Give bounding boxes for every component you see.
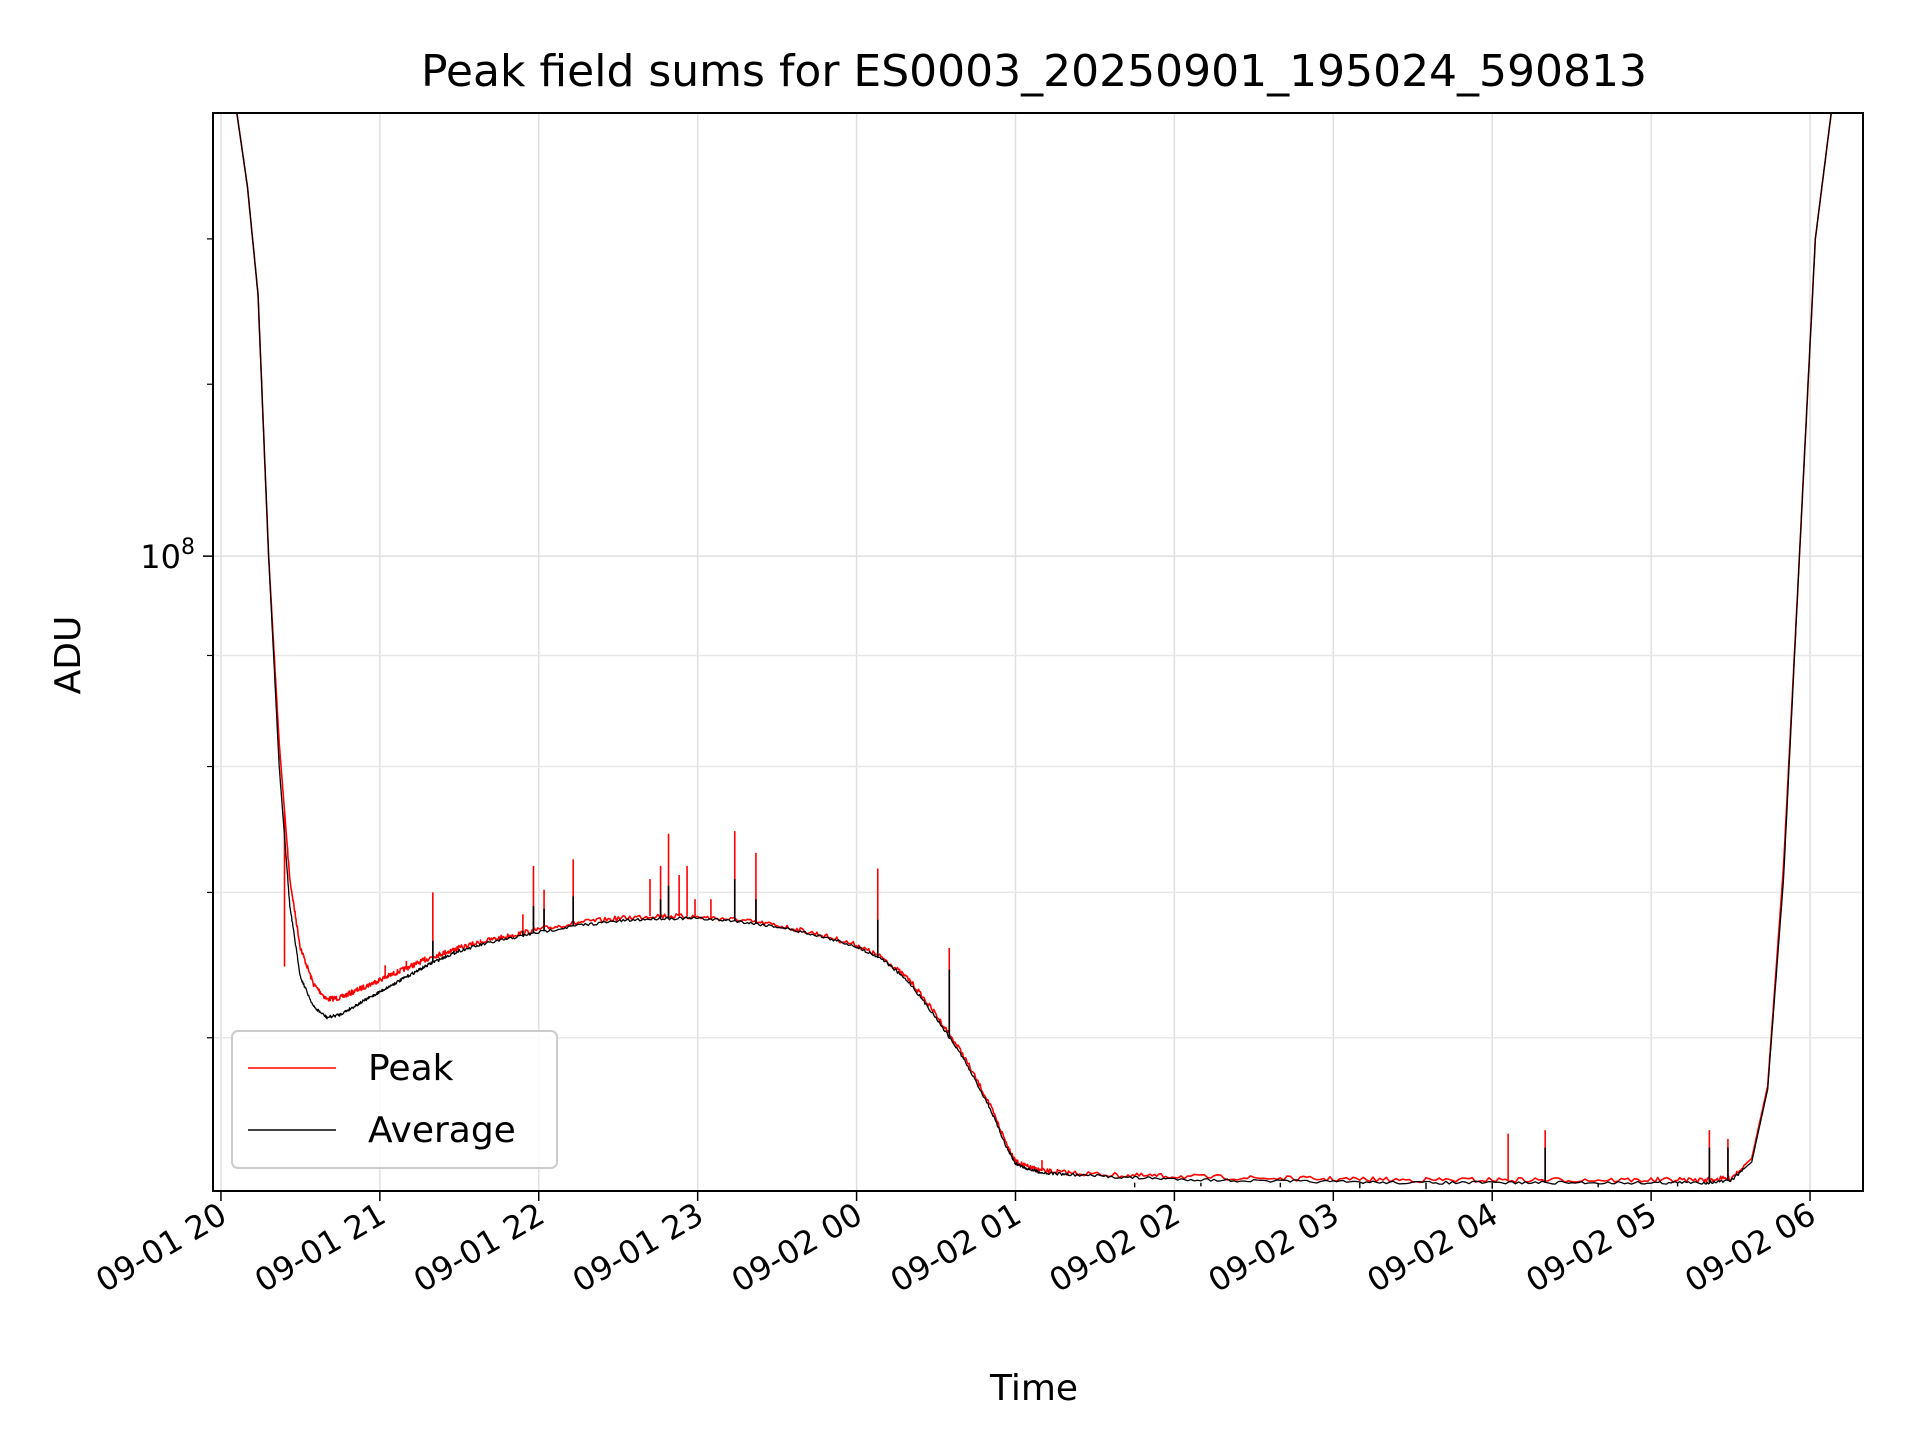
y-tick-label: 108 bbox=[140, 535, 195, 576]
legend-peak-label: Peak bbox=[368, 1048, 454, 1089]
y-axis-label: ADU bbox=[48, 616, 89, 695]
series-group bbox=[236, 113, 1832, 1190]
y-axis-ticks: 108 bbox=[140, 535, 213, 576]
gridlines bbox=[213, 113, 1863, 1191]
x-axis-label: Time bbox=[989, 1368, 1078, 1409]
series-line-average bbox=[236, 113, 1832, 1185]
chart-title: Peak field sums for ES0003_20250901_1950… bbox=[421, 46, 1647, 97]
legend: Peak Average bbox=[231, 1030, 558, 1169]
plot-area bbox=[236, 113, 1832, 1190]
series-line-peak bbox=[236, 113, 1832, 1184]
plot-frame bbox=[212, 112, 1864, 1192]
legend-box bbox=[231, 1030, 558, 1169]
legend-average-label: Average bbox=[368, 1110, 516, 1151]
